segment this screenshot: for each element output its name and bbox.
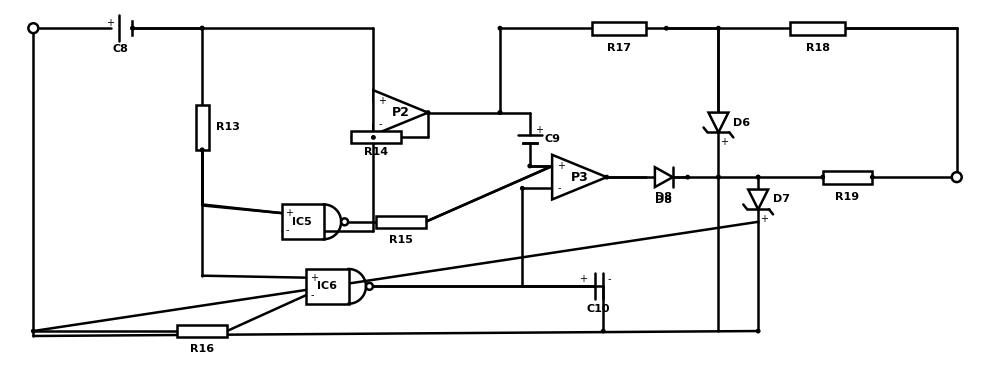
Text: R14: R14	[364, 147, 388, 157]
Text: D7: D7	[773, 194, 790, 205]
Polygon shape	[709, 113, 728, 132]
Text: -: -	[310, 290, 314, 300]
Circle shape	[131, 26, 134, 30]
Circle shape	[341, 218, 348, 225]
Text: R17: R17	[607, 43, 631, 53]
Text: R19: R19	[835, 192, 860, 202]
Circle shape	[200, 148, 204, 152]
Text: D6: D6	[733, 118, 750, 127]
Circle shape	[200, 26, 204, 30]
Text: R18: R18	[806, 43, 830, 53]
Circle shape	[32, 26, 35, 30]
Bar	[177, 325, 227, 337]
Text: -: -	[286, 225, 289, 236]
Text: R13: R13	[216, 122, 240, 132]
Circle shape	[665, 26, 668, 30]
Polygon shape	[373, 90, 428, 135]
Bar	[823, 171, 872, 183]
Circle shape	[498, 111, 502, 114]
Text: +: +	[760, 214, 768, 224]
Circle shape	[717, 26, 720, 30]
Text: R15: R15	[389, 235, 413, 245]
Circle shape	[717, 175, 720, 179]
Circle shape	[686, 175, 689, 179]
Polygon shape	[552, 155, 607, 200]
Bar	[196, 105, 209, 150]
Bar	[282, 205, 324, 239]
Text: P2: P2	[392, 106, 410, 119]
Circle shape	[498, 111, 502, 114]
Circle shape	[756, 329, 760, 333]
Bar	[376, 216, 426, 228]
Text: D8: D8	[655, 192, 672, 202]
Text: +: +	[106, 18, 114, 28]
Circle shape	[200, 26, 204, 30]
Circle shape	[602, 329, 605, 333]
Text: +: +	[535, 125, 543, 135]
Circle shape	[756, 175, 760, 179]
Circle shape	[952, 172, 962, 182]
Circle shape	[426, 111, 430, 114]
Circle shape	[521, 187, 524, 190]
Circle shape	[366, 283, 373, 290]
Bar	[790, 22, 845, 34]
Bar	[351, 131, 401, 143]
Text: R16: R16	[190, 344, 214, 354]
Polygon shape	[748, 190, 768, 209]
Text: D8: D8	[655, 195, 672, 205]
Text: +: +	[286, 208, 294, 218]
Circle shape	[372, 136, 375, 139]
Circle shape	[131, 26, 134, 30]
Text: IC6: IC6	[317, 281, 337, 291]
Text: -: -	[607, 274, 611, 285]
Text: -: -	[378, 119, 382, 129]
Bar	[592, 22, 646, 34]
Text: -: -	[557, 183, 561, 193]
Text: C9: C9	[545, 134, 561, 144]
Text: +: +	[310, 273, 318, 283]
Polygon shape	[655, 167, 673, 187]
Text: +: +	[720, 138, 728, 147]
Text: +: +	[557, 161, 565, 171]
Text: +: +	[579, 274, 587, 285]
Circle shape	[28, 23, 38, 33]
Text: C8: C8	[113, 44, 129, 54]
Circle shape	[498, 26, 502, 30]
Text: P3: P3	[571, 171, 588, 183]
Bar	[306, 269, 349, 304]
Text: IC5: IC5	[292, 217, 311, 227]
Circle shape	[756, 175, 760, 179]
Circle shape	[528, 164, 532, 168]
Circle shape	[717, 175, 720, 179]
Circle shape	[821, 175, 824, 179]
Circle shape	[605, 175, 608, 179]
Circle shape	[871, 175, 874, 179]
Circle shape	[32, 329, 35, 333]
Text: C10: C10	[587, 304, 610, 314]
Text: +: +	[378, 96, 386, 106]
